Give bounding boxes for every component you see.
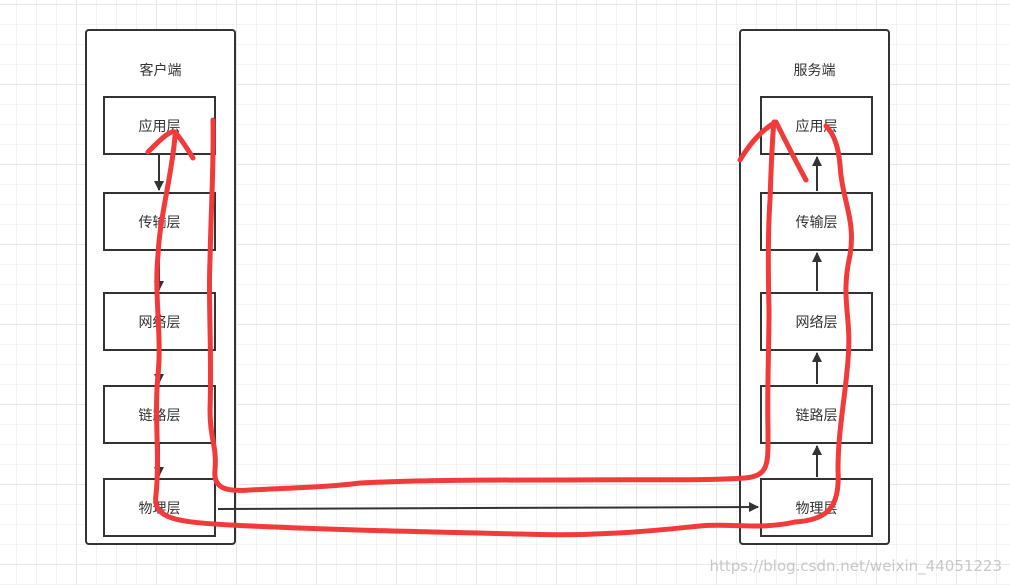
server-application-layer: 应用层: [760, 96, 873, 155]
server-network-layer: 网络层: [760, 292, 873, 351]
watermark: https://blog.csdn.net/weixin_44051223: [709, 557, 1002, 575]
client-link-layer: 链路层: [103, 385, 216, 444]
inner-red-loop: [206, 117, 809, 493]
server-link-layer-label: 链路层: [795, 407, 838, 424]
server-network-layer-label: 网络层: [795, 314, 838, 331]
outer-red-loop: [145, 123, 854, 538]
server-link-layer: 链路层: [760, 385, 873, 444]
server-transport-layer: 传输层: [760, 192, 873, 251]
client-application-layer: 应用层: [103, 96, 216, 155]
client-title: 客户端: [139, 63, 182, 79]
physical-link-arrow: [217, 502, 759, 513]
server-title: 服务端: [793, 63, 836, 79]
red-annotation: [145, 117, 854, 538]
client-link-layer-label: 链路层: [138, 407, 181, 424]
server-transport-layer-label: 传输层: [795, 214, 838, 231]
